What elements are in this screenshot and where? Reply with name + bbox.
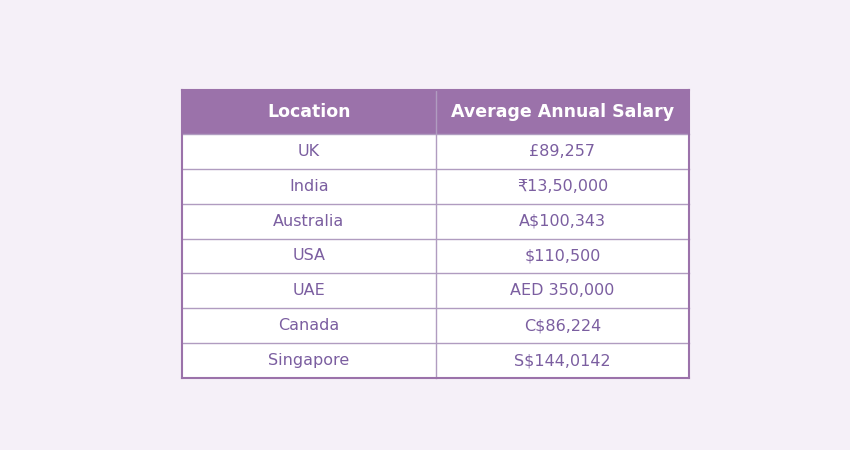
Text: Canada: Canada bbox=[278, 318, 339, 333]
Text: A$100,343: A$100,343 bbox=[519, 214, 606, 229]
Text: ₹13,50,000: ₹13,50,000 bbox=[517, 179, 608, 194]
Text: Australia: Australia bbox=[273, 214, 344, 229]
Text: AED 350,000: AED 350,000 bbox=[510, 284, 615, 298]
Text: $110,500: $110,500 bbox=[524, 248, 601, 263]
FancyBboxPatch shape bbox=[182, 274, 689, 308]
FancyBboxPatch shape bbox=[182, 238, 689, 274]
Text: £89,257: £89,257 bbox=[530, 144, 596, 159]
Text: C$86,224: C$86,224 bbox=[524, 318, 601, 333]
Text: Location: Location bbox=[267, 103, 350, 121]
Text: India: India bbox=[289, 179, 329, 194]
Text: S$144,0142: S$144,0142 bbox=[514, 353, 611, 368]
FancyBboxPatch shape bbox=[182, 204, 689, 238]
FancyBboxPatch shape bbox=[182, 90, 689, 134]
FancyBboxPatch shape bbox=[182, 134, 689, 169]
FancyBboxPatch shape bbox=[182, 343, 689, 378]
Text: UAE: UAE bbox=[292, 284, 326, 298]
FancyBboxPatch shape bbox=[182, 169, 689, 204]
Text: USA: USA bbox=[292, 248, 326, 263]
Text: UK: UK bbox=[298, 144, 320, 159]
FancyBboxPatch shape bbox=[182, 308, 689, 343]
Text: Average Annual Salary: Average Annual Salary bbox=[450, 103, 674, 121]
Text: Singapore: Singapore bbox=[269, 353, 349, 368]
